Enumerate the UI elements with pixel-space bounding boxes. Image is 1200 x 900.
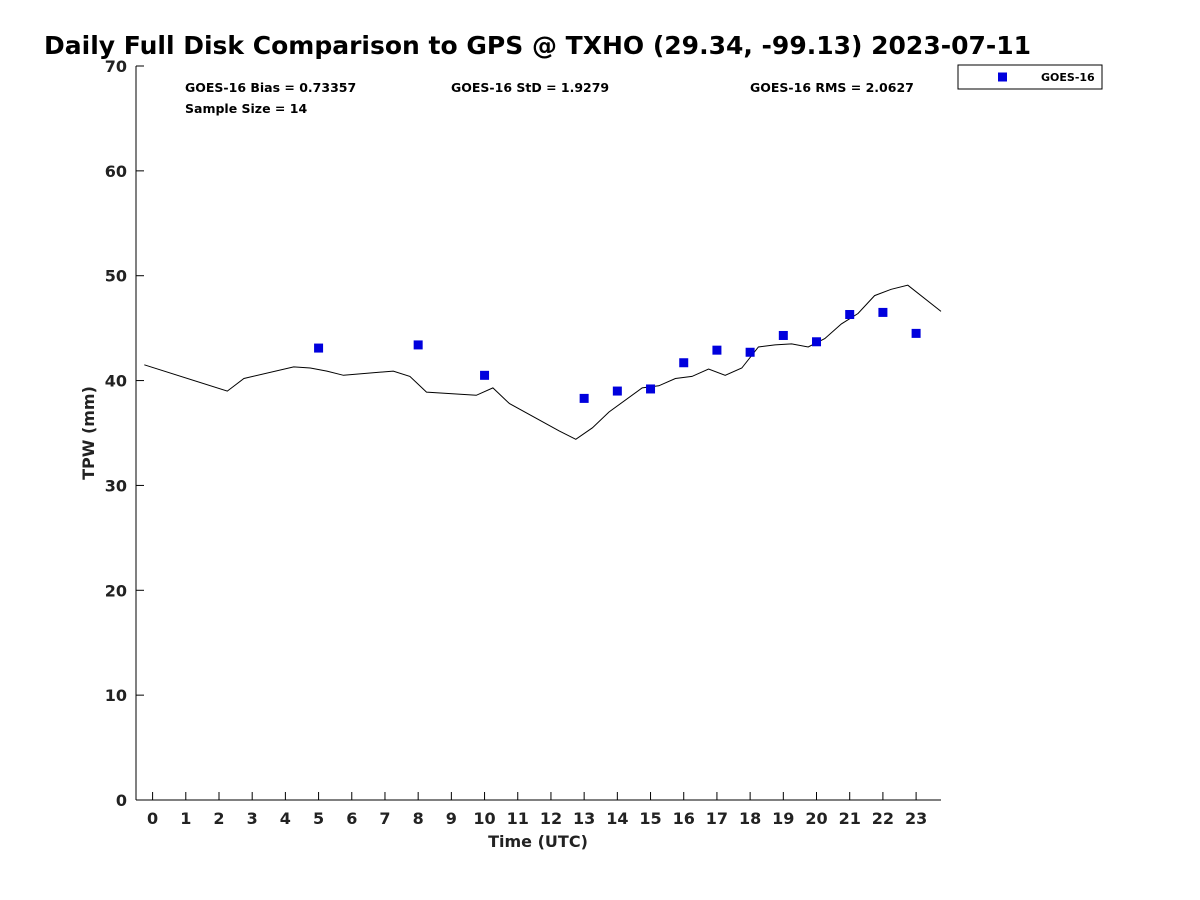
x-tick-label: 16 [673,809,695,828]
x-tick-label: 7 [379,809,390,828]
y-tick-label: 40 [105,372,127,391]
goes16-point [612,386,622,396]
legend-box [957,64,1103,90]
x-tick-label: 9 [446,809,457,828]
goes16-point [679,358,689,368]
x-tick-label: 2 [213,809,224,828]
legend-label-goes16: GOES-16 [1041,71,1095,84]
y-tick-label: 20 [105,581,127,600]
goes16-point [911,328,921,338]
goes16-point [413,340,423,350]
x-tick-label: 13 [573,809,595,828]
y-axis-label: TPW (mm) [79,386,98,480]
x-tick-label: 11 [507,809,529,828]
rms-stat: GOES-16 RMS = 2.0627 [750,80,914,95]
x-tick-label: 23 [905,809,927,828]
x-tick-label: 20 [805,809,827,828]
goes16-point [778,330,788,340]
goes16-point [579,393,589,403]
x-tick-label: 10 [473,809,495,828]
x-tick-label: 15 [639,809,661,828]
goes16-point [812,337,822,347]
y-tick-label: 60 [105,162,127,181]
x-tick-label: 5 [313,809,324,828]
goes16-point [845,310,855,320]
x-axis-label: Time (UTC) [488,832,588,851]
goes16-point [878,307,888,317]
x-tick-label: 12 [540,809,562,828]
x-tick-label: 14 [606,809,628,828]
y-tick-label: 70 [105,57,127,76]
y-tick-label: 30 [105,476,127,495]
goes16-point [314,343,324,353]
chart-title: Daily Full Disk Comparison to GPS @ TXHO… [44,31,1031,60]
bias-stat: GOES-16 Bias = 0.73357 [185,80,356,95]
goes16-point [745,347,755,357]
x-tick-label: 8 [413,809,424,828]
x-tick-label: 6 [346,809,357,828]
x-tick-label: 3 [247,809,258,828]
x-tick-label: 4 [280,809,291,828]
y-tick-label: 10 [105,686,127,705]
goes16-point [480,370,490,380]
std-stat: GOES-16 StD = 1.9279 [451,80,609,95]
legend: GOES-16 [957,64,1103,90]
goes16-point [712,345,722,355]
legend-marker-goes16 [998,72,1007,82]
series-layer [144,284,942,440]
sample-size-stat: Sample Size = 14 [185,101,307,116]
x-tick-label: 0 [147,809,158,828]
x-tick-label: 21 [839,809,861,828]
x-tick-label: 19 [772,809,794,828]
x-tick-label: 1 [180,809,191,828]
y-axis-ticks: 0 10 20 30 40 50 60 70 [105,57,144,810]
x-tick-label: 17 [706,809,728,828]
x-axis-ticks: 0 1 2 3 4 5 6 7 8 9 10 11 12 13 14 15 16 17 18 19 20 21 22 23 [147,792,927,828]
goes16-point [646,384,656,394]
stats-annotations: GOES-16 Bias = 0.73357 GOES-16 StD = 1.9… [185,80,914,116]
y-tick-label: 0 [116,791,127,810]
x-tick-label: 22 [872,809,894,828]
y-tick-label: 50 [105,267,127,286]
gps-tpw-line [144,284,942,440]
x-tick-label: 18 [739,809,761,828]
